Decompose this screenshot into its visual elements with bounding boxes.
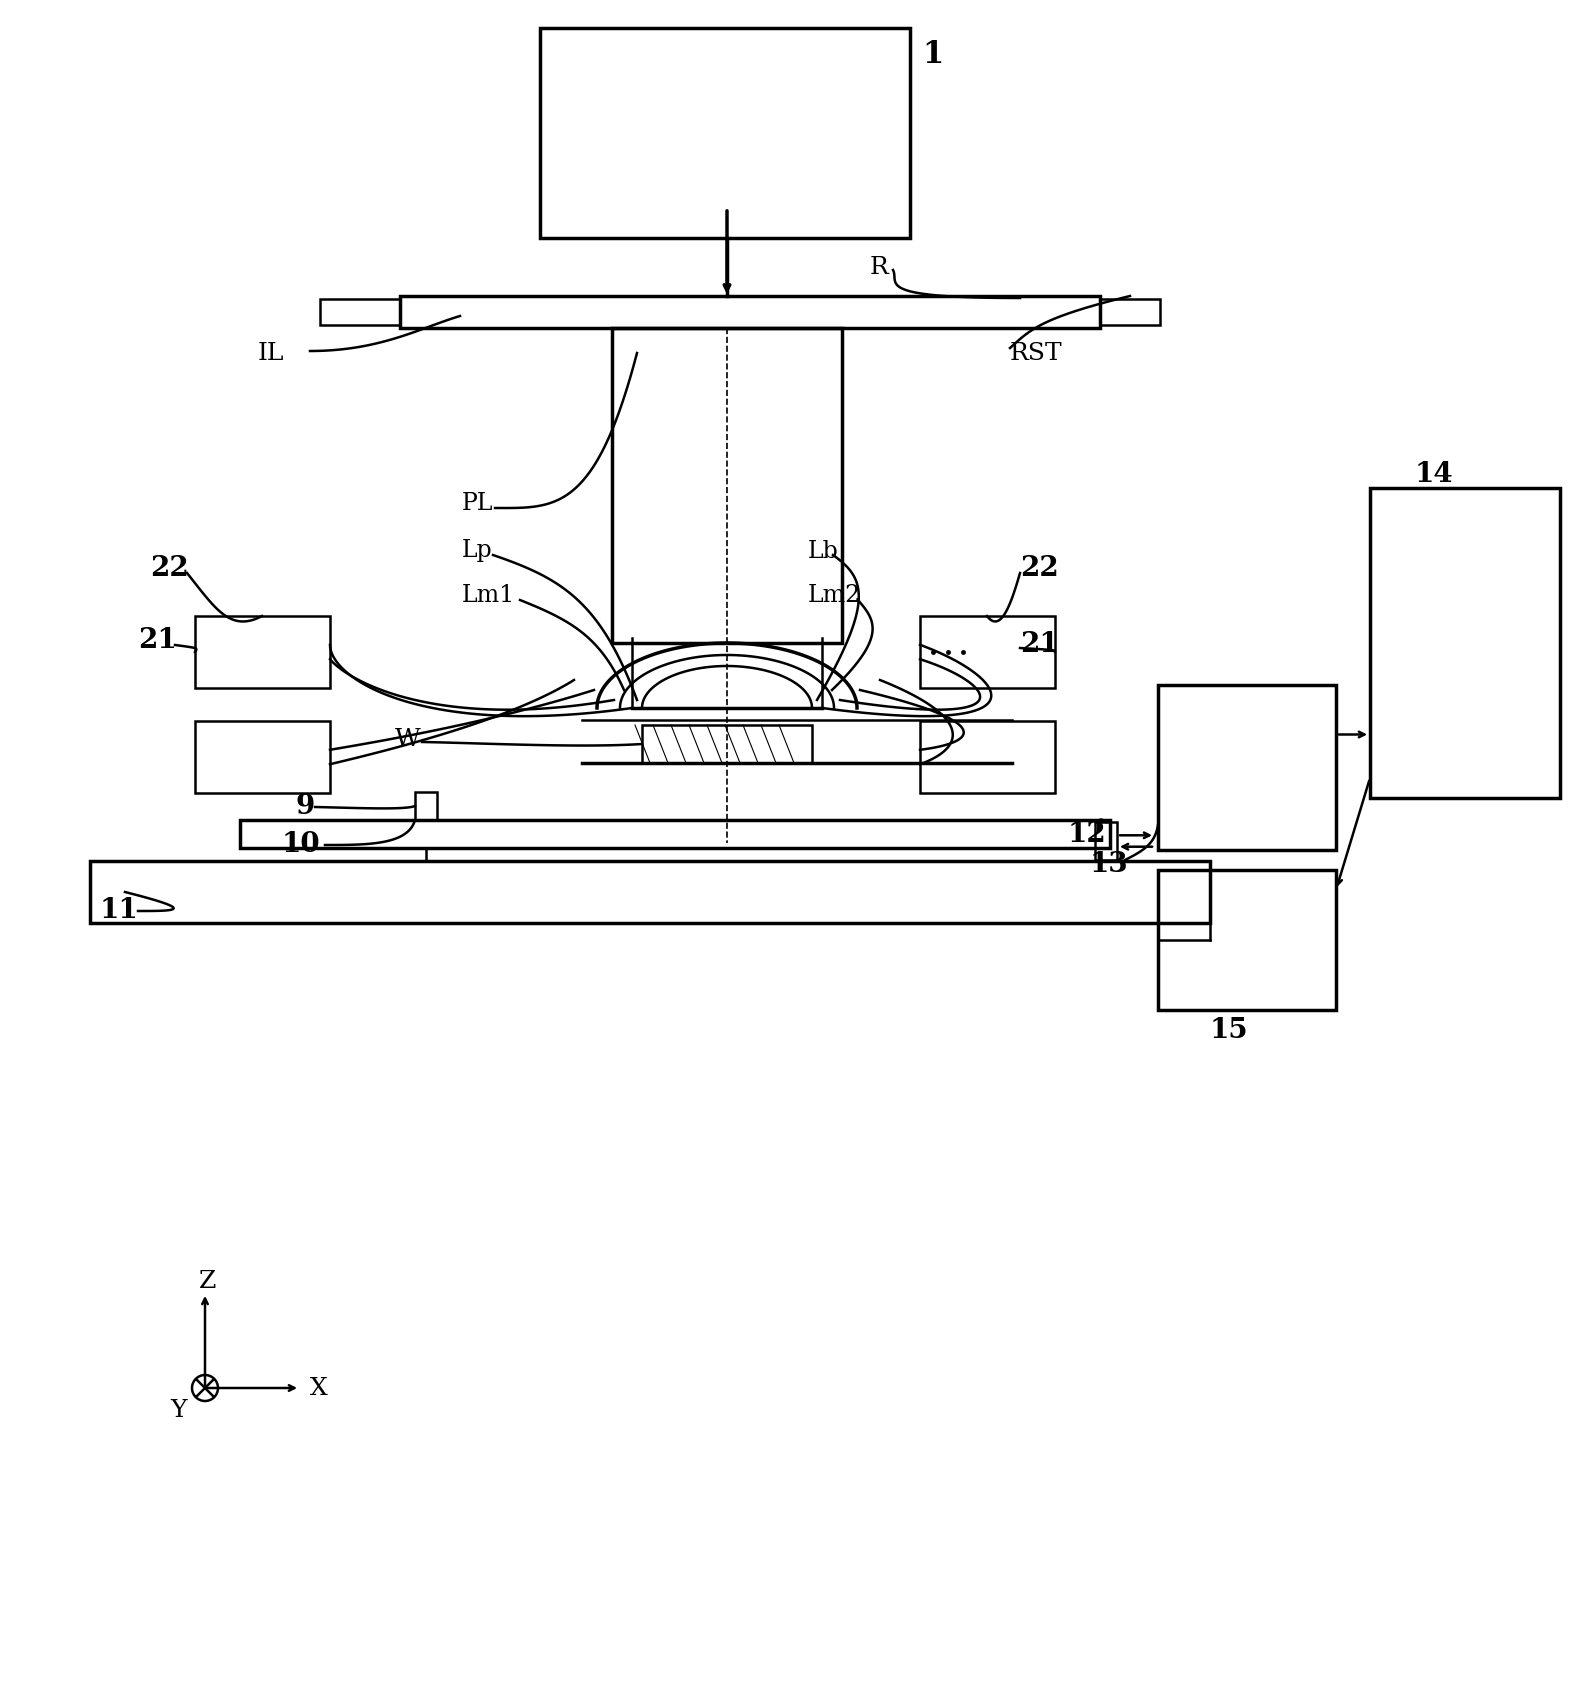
Text: 21: 21 (139, 627, 177, 654)
Text: RST: RST (1010, 343, 1063, 365)
Text: PL: PL (462, 492, 494, 514)
Bar (1101, 301, 1160, 326)
Text: 12: 12 (1067, 820, 1107, 847)
Bar (241, 820, 1110, 849)
Text: Lm2: Lm2 (808, 584, 862, 608)
Bar (89, 861, 1211, 924)
Text: 9: 9 (295, 791, 314, 818)
Bar (1158, 686, 1337, 851)
Text: Lm1: Lm1 (462, 584, 515, 608)
Bar (194, 616, 330, 689)
Bar (540, 29, 910, 239)
Text: Y: Y (170, 1399, 186, 1421)
Text: 11: 11 (100, 897, 139, 924)
Bar (612, 329, 843, 644)
Text: 10: 10 (282, 830, 320, 857)
Text: 15: 15 (1211, 1017, 1249, 1044)
Text: 22: 22 (150, 555, 188, 582)
Text: Lp: Lp (462, 540, 492, 562)
Text: Lb: Lb (808, 540, 840, 562)
Text: 1: 1 (922, 39, 943, 70)
Bar (320, 301, 400, 326)
Bar (921, 722, 1055, 793)
Text: IL: IL (258, 343, 285, 365)
Bar (194, 722, 330, 793)
Text: X: X (311, 1377, 328, 1399)
Bar (642, 725, 812, 764)
Text: 21: 21 (1020, 630, 1059, 657)
Bar (1370, 489, 1560, 798)
Text: 13: 13 (1090, 851, 1128, 876)
Text: R: R (870, 255, 889, 278)
Bar (416, 793, 436, 820)
Bar (1158, 871, 1337, 1010)
Bar (400, 297, 1101, 329)
Text: Z: Z (199, 1270, 217, 1292)
Text: W: W (395, 727, 421, 751)
Bar (921, 616, 1055, 689)
Text: 22: 22 (1020, 555, 1059, 582)
Bar (1094, 822, 1117, 861)
Text: 14: 14 (1415, 460, 1454, 487)
